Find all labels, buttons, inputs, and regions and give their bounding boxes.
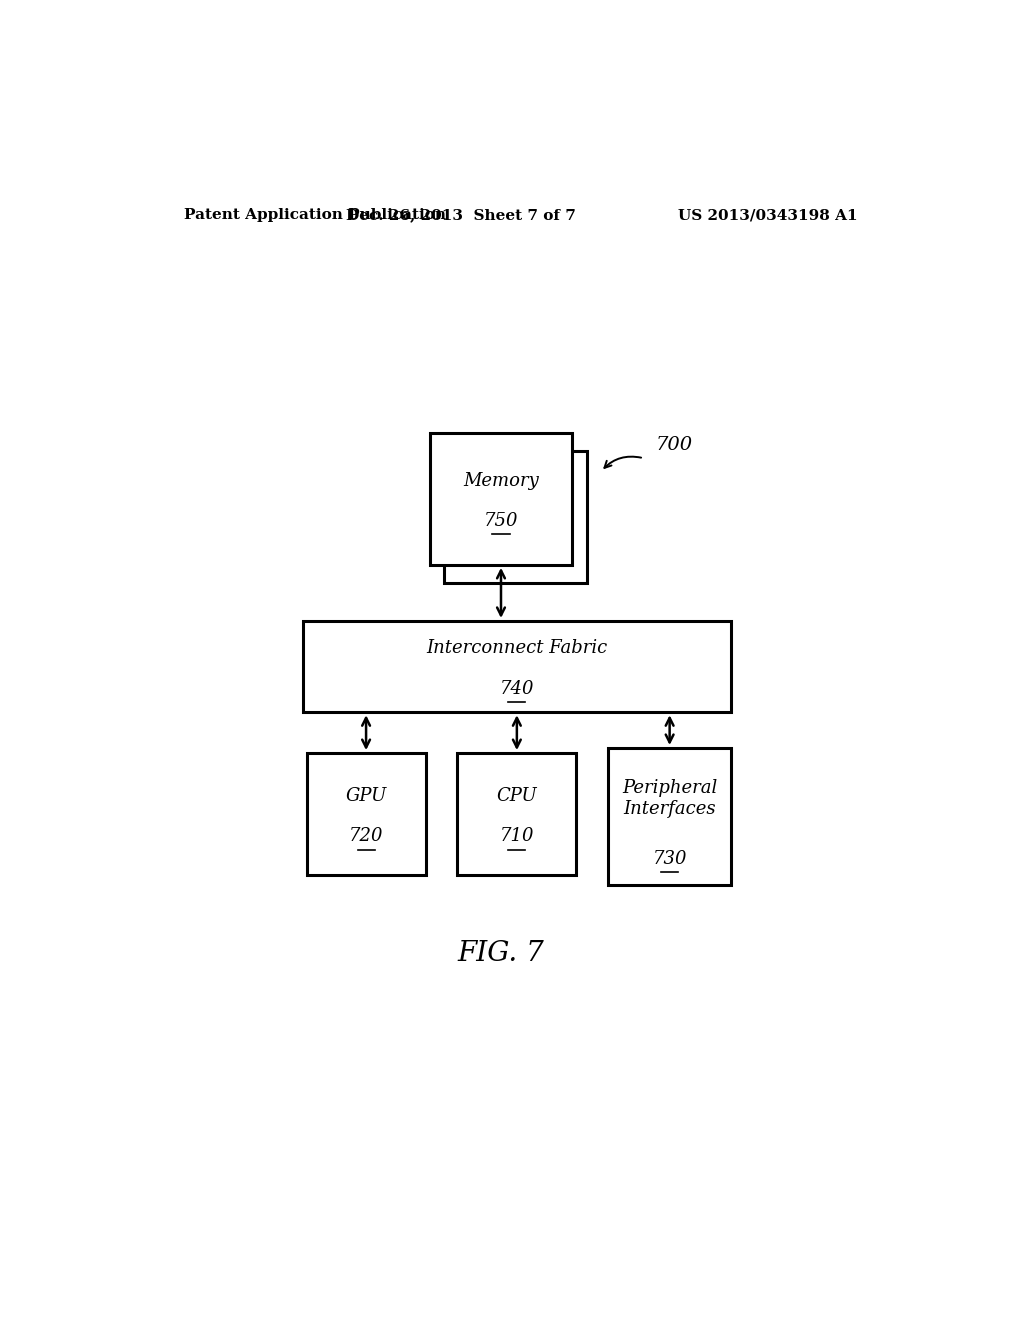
Bar <box>306 752 426 875</box>
Bar <box>608 748 731 886</box>
Text: 710: 710 <box>500 828 535 845</box>
Text: Patent Application Publication: Patent Application Publication <box>183 209 445 222</box>
Text: Memory: Memory <box>463 471 539 490</box>
Text: 720: 720 <box>349 828 383 845</box>
Bar <box>443 451 587 583</box>
Text: 750: 750 <box>483 512 518 531</box>
Text: 740: 740 <box>500 680 535 698</box>
Text: Interconnect Fabric: Interconnect Fabric <box>426 639 607 657</box>
Bar <box>458 752 577 875</box>
Text: 700: 700 <box>655 436 693 454</box>
Text: 730: 730 <box>652 850 687 869</box>
Text: FIG. 7: FIG. 7 <box>458 940 545 966</box>
Text: US 2013/0343198 A1: US 2013/0343198 A1 <box>679 209 858 222</box>
Bar <box>303 620 731 713</box>
Text: Peripheral
Interfaces: Peripheral Interfaces <box>622 779 717 817</box>
Text: Dec. 26, 2013  Sheet 7 of 7: Dec. 26, 2013 Sheet 7 of 7 <box>346 209 577 222</box>
Bar <box>430 433 572 565</box>
Text: CPU: CPU <box>497 787 538 805</box>
Text: GPU: GPU <box>345 787 387 805</box>
